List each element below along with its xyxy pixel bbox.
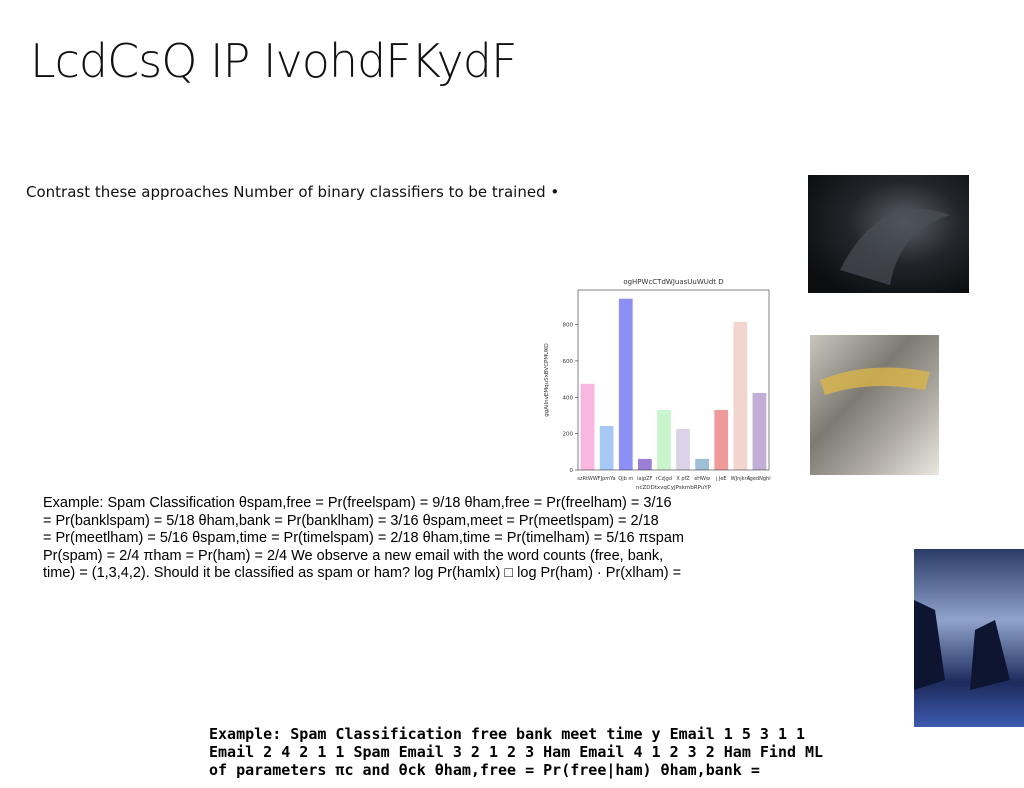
example-line: Pr(spam) = 2/4 πham = Pr(ham) = 2/4 We o…: [43, 547, 664, 564]
example-line: Example: Spam Classification θspam,free …: [43, 495, 672, 511]
chart-title: ogHPWcCTdWJuasUuWUdt D: [623, 278, 723, 286]
intro-text: Contrast these approaches Number of bina…: [26, 183, 560, 201]
bar: [733, 321, 748, 470]
x-tick-label: Qjb m: [618, 476, 633, 482]
example-line: = Pr(banklspam) = 5/18 θham,bank = Pr(ba…: [43, 512, 659, 529]
plot-frame: [577, 289, 770, 471]
bar: [637, 458, 652, 470]
x-tick-label: lgedNghl: [748, 476, 770, 482]
bar: [714, 410, 729, 470]
slide-title: LcdCsQ IP IvohdFKydF: [30, 34, 517, 88]
bottom-line: Example: Spam Classification free bank m…: [209, 725, 806, 743]
image-detail: [840, 209, 950, 285]
x-tick-label: FJpmYa: [598, 476, 616, 482]
bottom-line: Email 2 4 2 1 1 Spam Email 3 2 1 2 3 Ham…: [209, 743, 824, 761]
x-tick-label: j JeE: [715, 476, 727, 482]
bar: [618, 298, 633, 470]
bar: [676, 428, 690, 470]
example-line: time) = (1,3,4,2). Should it be classifi…: [43, 565, 682, 582]
x-tick-label: lajpZF: [637, 476, 652, 482]
y-axis-label: ggAiInvEMquSxBVCPMUKO: [544, 343, 550, 417]
y-tick-label: 0: [570, 468, 574, 474]
bar: [657, 410, 671, 470]
image-collage: [810, 335, 939, 475]
bottom-text: Example: Spam Classification free bank m…: [209, 725, 823, 779]
x-tick-label: X pfZ: [676, 476, 690, 482]
bar: [752, 392, 767, 470]
x-tick-label: WJnjkrA: [731, 476, 751, 482]
bottom-line: of parameters πc and θck θham,free = Pr(…: [209, 761, 760, 779]
example-text: Example: Spam Classification θspam,free …: [43, 495, 684, 583]
x-tick-label: eHWw: [694, 476, 710, 482]
y-tick-label: 600: [563, 359, 574, 365]
bar: [580, 383, 595, 470]
image-detail: [914, 600, 1010, 690]
y-tick-label: 800: [563, 323, 574, 329]
image-detail: [820, 367, 930, 395]
x-tick-label: rCzJgd: [656, 476, 672, 482]
x-tick-label: szRtWW: [577, 476, 598, 482]
bar-chart: ogHPWcCTdWJuasUuWUdt D ncZDDtxvqCyJPskmbR…: [544, 278, 771, 491]
bar: [695, 458, 710, 470]
example-line: = Pr(meetlham) = 5/16 θspam,time = Pr(ti…: [43, 530, 684, 547]
y-tick-label: 400: [563, 395, 574, 401]
x-axis-label: ncZDDtxvqCyJPskmbRPuYP: [636, 485, 712, 491]
y-tick-label: 200: [563, 432, 574, 438]
bar: [599, 426, 614, 470]
